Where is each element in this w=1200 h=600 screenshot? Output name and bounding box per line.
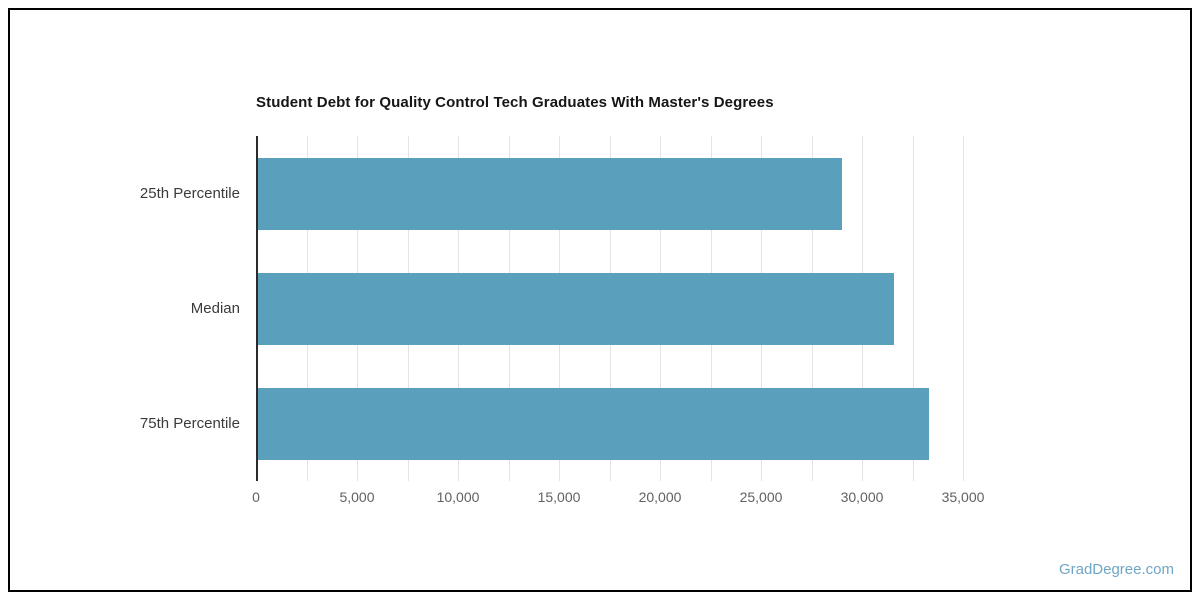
bar-75th-percentile	[258, 388, 929, 460]
bar-median	[258, 273, 895, 345]
y-axis-line	[256, 136, 258, 481]
bar-25th-percentile	[258, 158, 842, 230]
x-tick-label-35-000: 35,000	[941, 489, 985, 505]
x-tick-label-5-000: 5,000	[339, 489, 375, 505]
x-tick-label-15-000: 15,000	[537, 489, 581, 505]
x-tick-label-20-000: 20,000	[638, 489, 682, 505]
chart-title: Student Debt for Quality Control Tech Gr…	[256, 94, 774, 111]
x-tick-label-25-000: 25,000	[739, 489, 783, 505]
watermark-link[interactable]: GradDegree.com	[1058, 561, 1174, 578]
x-tick-label-0: 0	[252, 489, 260, 505]
gridline	[912, 136, 914, 481]
gridline	[963, 136, 964, 481]
x-tick-label-10-000: 10,000	[436, 489, 480, 505]
category-label-75th-percentile: 75th Percentile	[139, 415, 240, 432]
x-tick-label-30-000: 30,000	[840, 489, 884, 505]
category-label-median: Median	[190, 300, 240, 317]
category-label-25th-percentile: 25th Percentile	[139, 185, 240, 202]
chart-frame-border: Student Debt for Quality Control Tech Gr…	[8, 8, 1192, 592]
plot-area	[256, 136, 996, 481]
